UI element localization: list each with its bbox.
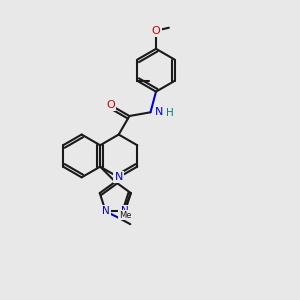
- Text: O: O: [152, 26, 160, 36]
- Text: N: N: [155, 107, 163, 117]
- Text: N: N: [102, 206, 110, 216]
- Text: N: N: [115, 172, 123, 182]
- Text: O: O: [106, 100, 115, 110]
- Text: H: H: [166, 108, 174, 118]
- Text: Me: Me: [119, 211, 131, 220]
- Text: N: N: [121, 206, 129, 216]
